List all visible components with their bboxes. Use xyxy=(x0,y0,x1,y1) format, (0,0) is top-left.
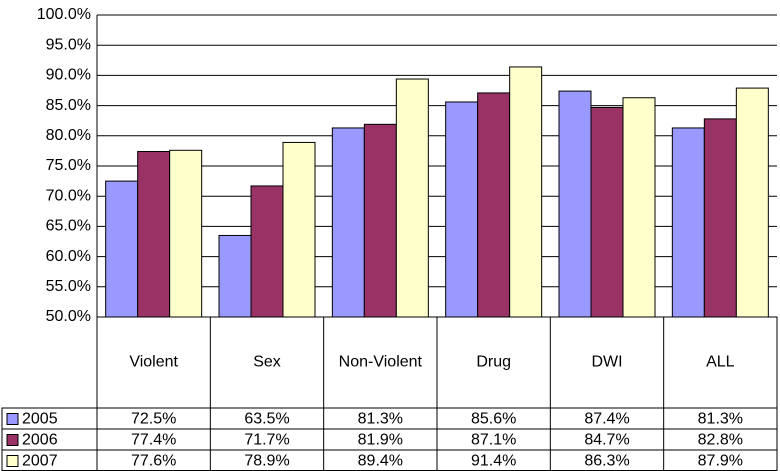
y-tick-label: 95.0% xyxy=(46,36,91,53)
x-tick-label: Non-Violent xyxy=(339,354,423,371)
y-tick-label: 85.0% xyxy=(46,97,91,114)
y-tick-label: 50.0% xyxy=(46,308,91,325)
bar xyxy=(558,90,592,318)
table-value: 82.8% xyxy=(698,432,743,449)
bar xyxy=(477,92,511,318)
legend-key xyxy=(6,434,19,446)
table-value: 87.9% xyxy=(698,453,743,470)
y-tick-label: 90.0% xyxy=(46,67,91,84)
legend-key xyxy=(6,455,19,467)
y-tick-label: 70.0% xyxy=(46,187,91,204)
table-value: 77.6% xyxy=(131,453,176,470)
bar xyxy=(363,123,397,318)
legend-label: 2006 xyxy=(22,432,58,449)
x-tick-label: ALL xyxy=(706,354,735,371)
table-value: 84.7% xyxy=(584,432,629,449)
y-tick-label: 55.0% xyxy=(46,278,91,295)
y-tick-label: 75.0% xyxy=(46,157,91,174)
table-value: 81.3% xyxy=(358,411,403,428)
table-value: 87.1% xyxy=(471,432,516,449)
y-tick-label: 60.0% xyxy=(46,248,91,265)
table-value: 81.9% xyxy=(358,432,403,449)
table-value: 89.4% xyxy=(358,453,403,470)
bar xyxy=(622,97,656,318)
bar xyxy=(671,127,705,318)
legend-label: 2005 xyxy=(22,411,58,428)
y-tick-label: 100.0% xyxy=(37,6,91,23)
x-tick-label: Sex xyxy=(253,354,281,371)
table-value: 86.3% xyxy=(584,453,629,470)
bar xyxy=(250,185,284,318)
legend-label: 2007 xyxy=(22,453,58,470)
bar xyxy=(395,78,429,318)
bar xyxy=(331,127,365,318)
x-tick-label: DWI xyxy=(591,354,622,371)
table-value: 71.7% xyxy=(244,432,289,449)
bar xyxy=(105,180,139,318)
table-value: 63.5% xyxy=(244,411,289,428)
bar xyxy=(218,234,252,318)
table-value: 87.4% xyxy=(584,411,629,428)
bar xyxy=(169,149,203,318)
bar xyxy=(137,151,171,318)
bar xyxy=(703,118,737,318)
bar xyxy=(590,106,624,318)
table-value: 77.4% xyxy=(131,432,176,449)
y-tick-label: 65.0% xyxy=(46,218,91,235)
y-tick-label: 80.0% xyxy=(46,127,91,144)
bar xyxy=(445,101,479,318)
table-value: 81.3% xyxy=(698,411,743,428)
table-value: 78.9% xyxy=(244,453,289,470)
table-value: 91.4% xyxy=(471,453,516,470)
bar xyxy=(735,87,769,318)
table-value: 72.5% xyxy=(131,411,176,428)
x-tick-label: Violent xyxy=(129,354,178,371)
legend-key xyxy=(6,413,19,425)
bar xyxy=(282,141,316,318)
bar xyxy=(509,66,543,318)
x-tick-label: Drug xyxy=(476,354,511,371)
table-value: 85.6% xyxy=(471,411,516,428)
